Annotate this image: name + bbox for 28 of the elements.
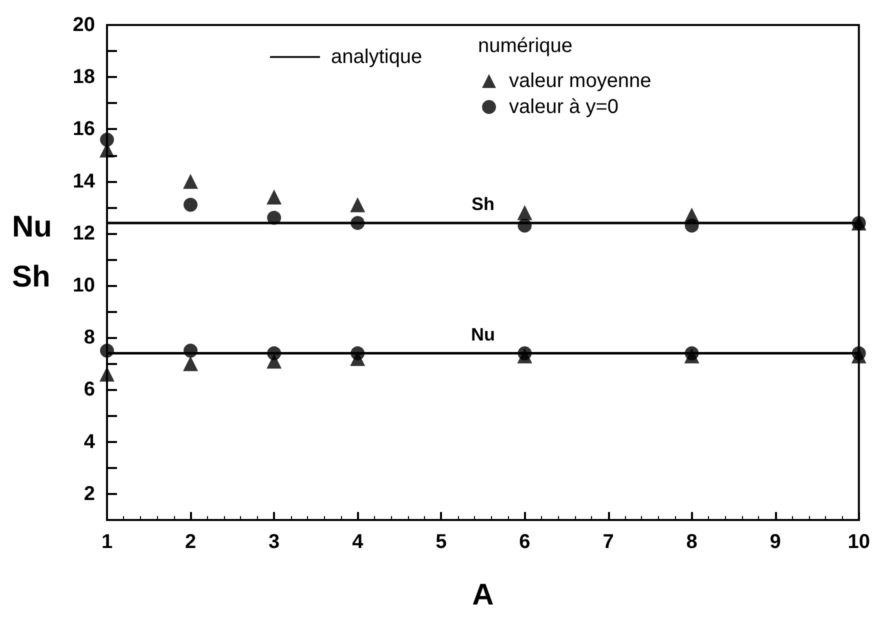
y-tick-label: 8 xyxy=(84,326,95,349)
y-tick-label: 12 xyxy=(72,222,95,244)
y-tick-label: 14 xyxy=(72,170,96,192)
x-tick-label: 9 xyxy=(770,531,781,553)
x-axis-title: A xyxy=(472,578,494,612)
legend-title: numérique xyxy=(478,35,573,57)
x-tick-label: 5 xyxy=(436,531,447,553)
x-tick-label: 8 xyxy=(686,531,698,553)
legend-label: valeur à y=0 xyxy=(509,96,619,118)
x-tick-label: 4 xyxy=(352,531,364,553)
x-tick-label: 1 xyxy=(101,531,113,553)
x-tick-label: 6 xyxy=(519,531,530,553)
x-tick-label: 3 xyxy=(268,531,280,553)
y-tick-label: 4 xyxy=(84,430,96,453)
x-tick-label: 2 xyxy=(184,531,196,553)
annotation: Sh xyxy=(471,194,494,214)
y-tick-label: 6 xyxy=(84,378,95,401)
y-axis-title: Nu Sh xyxy=(12,210,52,294)
x-tick-label: 7 xyxy=(602,531,614,553)
y-tick-label: 10 xyxy=(72,274,95,297)
legend-label: valeur moyenne xyxy=(509,70,652,92)
legend-label: analytique xyxy=(331,46,422,68)
y-tick-label: 2 xyxy=(84,482,95,505)
y-tick-label: 16 xyxy=(72,118,95,140)
x-tick-label: 10 xyxy=(848,531,870,553)
y-tick-label: 20 xyxy=(72,14,95,36)
y-tick-label: 18 xyxy=(72,66,95,88)
annotation: Nu xyxy=(470,324,495,344)
